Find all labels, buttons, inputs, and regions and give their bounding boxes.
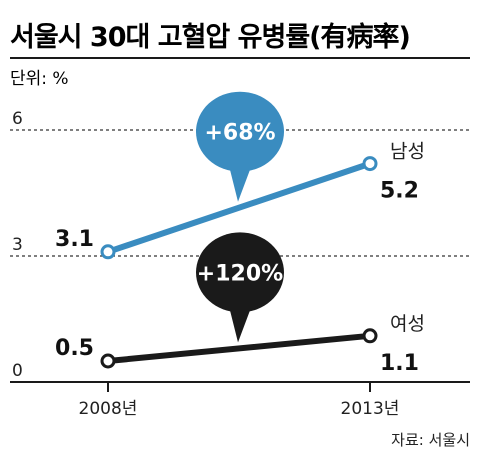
chart-title: 서울시 30대 고혈압 유병률(有病率) <box>10 21 410 53</box>
data-label-0-1: 5.2 <box>380 179 419 204</box>
bubble-body-1 <box>196 232 284 313</box>
series-name-0: 남성 <box>390 141 425 163</box>
series-line-0 <box>105 160 373 255</box>
x-tick-label: 2013년 <box>341 399 400 419</box>
bubble-body-0 <box>196 91 284 172</box>
bubble-pointer-0 <box>230 169 250 202</box>
data-label-1-0: 0.5 <box>55 336 94 361</box>
labels-layer: 3.1 5.2 남성 +68% 0.5 1.1 여성 +120% <box>55 91 425 376</box>
bubble-pointer-1 <box>230 310 250 343</box>
axes: 6 3 0 2008년 2013년 <box>10 109 470 419</box>
x-tick-label: 2008년 <box>79 399 138 419</box>
data-point-1-1 <box>362 328 378 344</box>
y-tick-label: 0 <box>12 361 23 381</box>
data-label-0-0: 3.1 <box>55 227 94 252</box>
data-point-1-0 <box>100 353 116 369</box>
unit-label: 단위: % <box>10 69 69 89</box>
change-label-0: +68% <box>204 121 275 146</box>
data-label-1-1: 1.1 <box>380 351 419 376</box>
data-point-0-1 <box>362 156 378 172</box>
y-tick-label: 6 <box>12 109 23 129</box>
y-tick-label: 3 <box>12 235 23 255</box>
series-layer <box>100 156 378 369</box>
change-bubble-1: +120% <box>196 232 284 343</box>
series-name-1: 여성 <box>390 313 425 335</box>
change-label-1: +120% <box>197 261 283 286</box>
source-note: 자료: 서울시 <box>391 431 470 449</box>
series-line-1 <box>105 332 373 364</box>
change-bubble-0: +68% <box>196 91 284 202</box>
data-point-0-0 <box>100 244 116 260</box>
